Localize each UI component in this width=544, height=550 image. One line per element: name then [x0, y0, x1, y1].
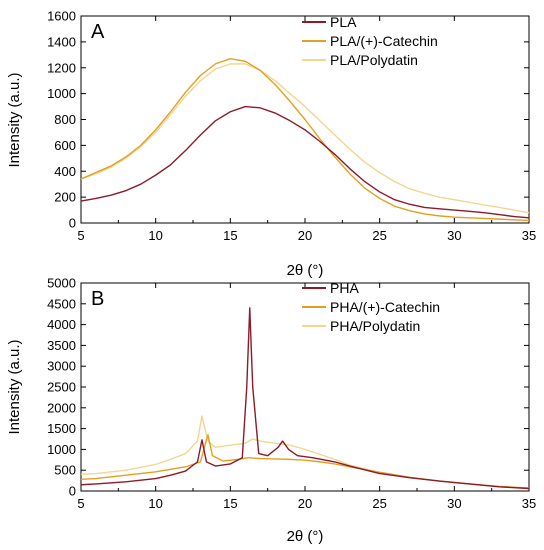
- legend-entry: PLA/Polydatin: [330, 52, 418, 68]
- panel-label: A: [91, 21, 105, 43]
- x-tick-label: 30: [447, 496, 461, 511]
- y-tick-label: 5000: [47, 276, 76, 291]
- legend-entry: PHA/(+)-Catechin: [330, 299, 440, 315]
- y-tick-label: 1500: [47, 421, 76, 436]
- x-tick-label: 5: [77, 496, 84, 511]
- x-tick-label: 25: [372, 228, 386, 243]
- x-tick-label: 35: [522, 228, 536, 243]
- x-tick-label: 5: [77, 228, 84, 243]
- series-line-2: [80, 63, 530, 214]
- y-tick-label: 400: [54, 164, 76, 179]
- y-tick-label: 3000: [47, 359, 76, 374]
- y-tick-label: 2000: [47, 400, 76, 415]
- y-tick-label: 600: [54, 138, 76, 153]
- y-tick-label: 1400: [47, 34, 76, 49]
- series-line-1: [80, 434, 530, 489]
- y-tick-label: 1600: [47, 9, 76, 24]
- x-tick-label: 10: [148, 228, 162, 243]
- y-tick-label: 1200: [47, 60, 76, 75]
- x-tick-label: 35: [522, 496, 536, 511]
- x-axis-title: 2θ (°): [287, 528, 324, 545]
- x-tick-label: 15: [223, 228, 237, 243]
- legend-entry: PHA/Polydatin: [330, 318, 420, 334]
- x-tick-label: 15: [223, 496, 237, 511]
- x-tick-label: 10: [148, 496, 162, 511]
- series-line-0: [80, 307, 530, 490]
- y-tick-label: 500: [54, 463, 76, 478]
- series-line-0: [80, 105, 530, 219]
- y-axis-title: Intensity (a.u.): [6, 339, 23, 434]
- x-axis-title: 2θ (°): [287, 262, 324, 279]
- series-line-1: [80, 57, 530, 222]
- y-tick-label: 0: [69, 216, 76, 231]
- x-tick-label: 20: [298, 496, 312, 511]
- y-tick-label: 3500: [47, 338, 76, 353]
- legend: PLA PLA/(+)-Catechin PLA/Polydatin: [302, 14, 438, 68]
- legend-entry: PLA: [330, 14, 357, 30]
- legend-entry: PHA: [330, 280, 359, 296]
- y-tick-label: 800: [54, 112, 76, 127]
- y-tick-label: 4000: [47, 317, 76, 332]
- x-tick-label: 25: [372, 496, 386, 511]
- y-tick-label: 1000: [47, 86, 76, 101]
- legend: PHA PHA/(+)-Catechin PHA/Polydatin: [302, 280, 440, 334]
- panel-label: B: [91, 288, 104, 310]
- panel-1: 5 10 15 20 25 30 35 0 500 1000 1500 2000 2500 3000 350…: [6, 276, 536, 546]
- y-tick-label: 0: [69, 484, 76, 499]
- y-axis-title: Intensity (a.u.): [6, 72, 23, 167]
- series-line-2: [80, 415, 530, 489]
- x-tick-label: 30: [447, 228, 461, 243]
- y-tick-label: 2500: [47, 380, 76, 395]
- y-tick-label: 1000: [47, 442, 76, 457]
- y-tick-label: 200: [54, 190, 76, 205]
- x-tick-label: 20: [298, 228, 312, 243]
- panel-0: 5 10 15 20 25 30 35 0 200 400 600 800 1000 1200 1400 16…: [6, 9, 536, 280]
- legend-entry: PLA/(+)-Catechin: [330, 33, 438, 49]
- y-tick-label: 4500: [47, 296, 76, 311]
